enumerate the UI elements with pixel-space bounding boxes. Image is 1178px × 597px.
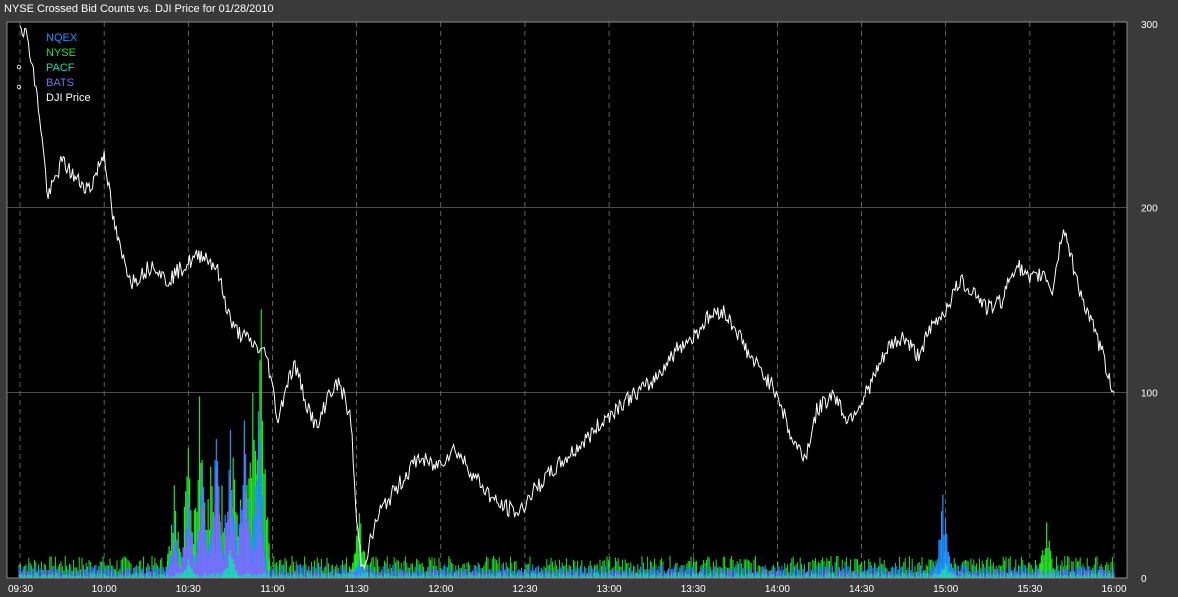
x-tick-label: 12:00 xyxy=(428,584,453,595)
chart-title: NYSE Crossed Bid Counts vs. DJI Price fo… xyxy=(4,3,274,15)
x-tick-label: 09:30 xyxy=(8,584,33,595)
x-tick-label: 15:30 xyxy=(1017,584,1042,595)
x-tick-label: 13:30 xyxy=(681,584,706,595)
x-tick-label: 14:00 xyxy=(765,584,790,595)
dji-price-line xyxy=(19,25,1115,570)
legend-item-bats: BATS xyxy=(46,77,74,89)
x-tick-label: 10:00 xyxy=(92,584,117,595)
series-pacf-spikes xyxy=(18,550,1115,578)
legend-marker xyxy=(16,84,22,90)
x-tick-label: 11:30 xyxy=(344,584,369,595)
x-tick-label: 14:30 xyxy=(849,584,874,595)
legend-item-pacf: PACF xyxy=(46,62,75,74)
x-tick-label: 16:00 xyxy=(1101,584,1126,595)
x-tick-label: 10:30 xyxy=(176,584,201,595)
x-tick-label: 11:00 xyxy=(260,584,285,595)
legend-item-nyse: NYSE xyxy=(46,47,76,59)
x-tick-label: 12:30 xyxy=(512,584,537,595)
x-tick-label: 15:00 xyxy=(933,584,958,595)
y-tick-label: 0 xyxy=(1141,574,1147,585)
legend-item-nqex: NQEX xyxy=(46,32,78,44)
y-tick-label: 200 xyxy=(1141,203,1158,214)
legend-item-dji-price: DJI Price xyxy=(46,92,91,104)
y-tick-label: 100 xyxy=(1141,389,1158,400)
plot-area xyxy=(6,21,1128,579)
legend-marker xyxy=(16,64,22,70)
x-tick-label: 13:00 xyxy=(597,584,622,595)
y-tick-label: 300 xyxy=(1141,20,1158,31)
